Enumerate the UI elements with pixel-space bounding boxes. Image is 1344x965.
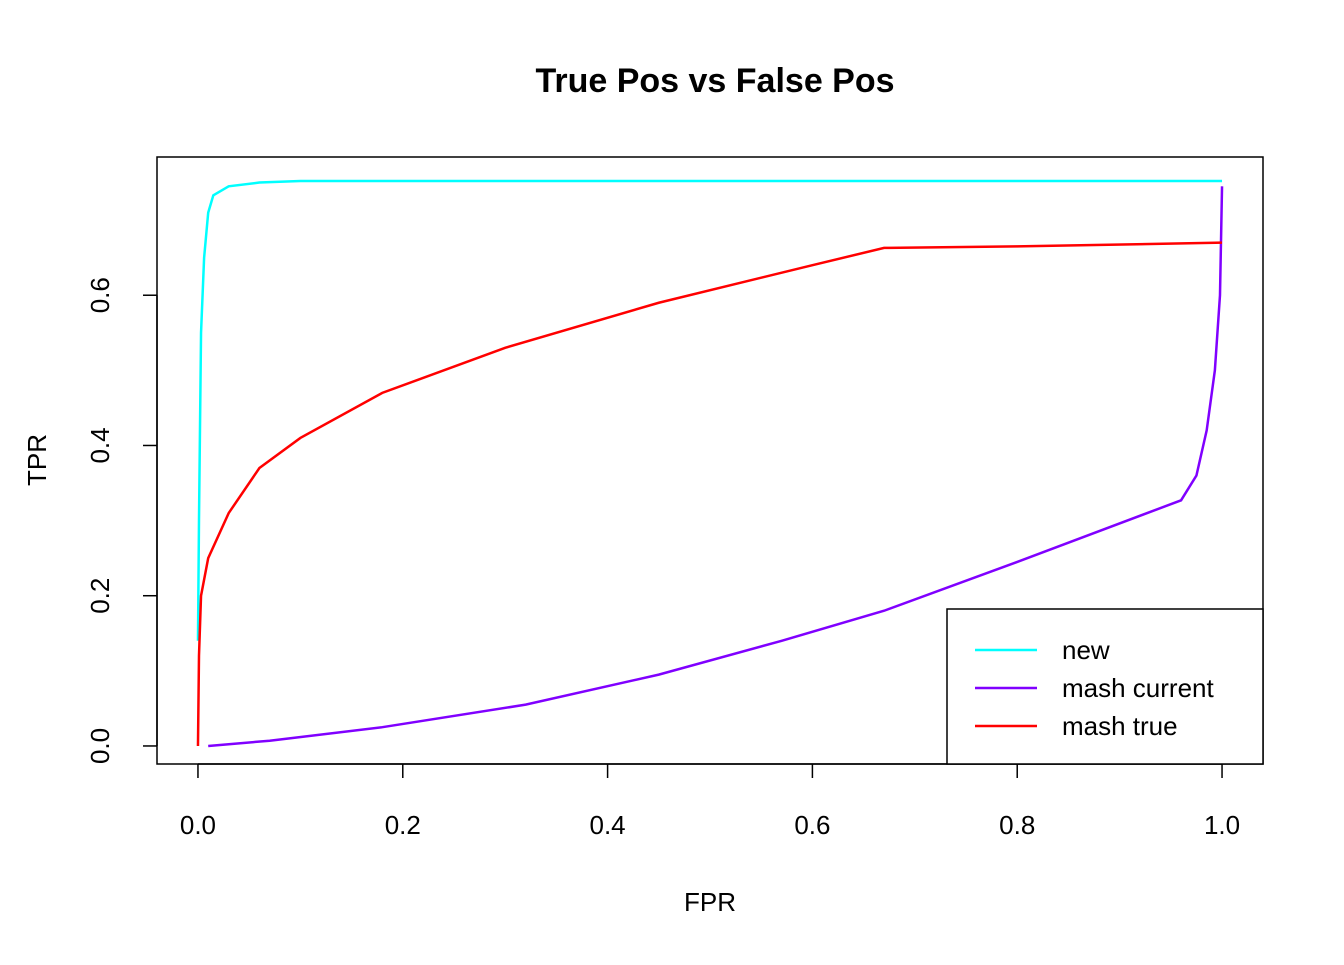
y-tick-label: 0.6 <box>85 277 115 313</box>
series-line <box>196 241 1223 746</box>
legend-label: mash true <box>1062 711 1178 741</box>
series-line <box>196 179 1223 641</box>
legend-label: mash current <box>1062 673 1214 703</box>
x-tick-label: 1.0 <box>1204 810 1240 840</box>
x-tick-label: 0.2 <box>385 810 421 840</box>
y-tick-label: 0.2 <box>85 578 115 614</box>
series-line <box>208 186 1224 748</box>
x-tick-label: 0.8 <box>999 810 1035 840</box>
x-tick-label: 0.0 <box>180 810 216 840</box>
x-axis-label: FPR <box>684 887 736 917</box>
chart-title: True Pos vs False Pos <box>535 62 894 100</box>
plot-frame <box>156 156 1264 765</box>
x-tick-label: 0.6 <box>794 810 830 840</box>
y-axis-label: TPR <box>22 434 52 486</box>
legend-label: new <box>1062 635 1110 665</box>
legend-box <box>946 608 1264 765</box>
y-tick-label: 0.0 <box>85 728 115 764</box>
y-tick-label: 0.4 <box>85 427 115 463</box>
x-tick-label: 0.4 <box>590 810 626 840</box>
